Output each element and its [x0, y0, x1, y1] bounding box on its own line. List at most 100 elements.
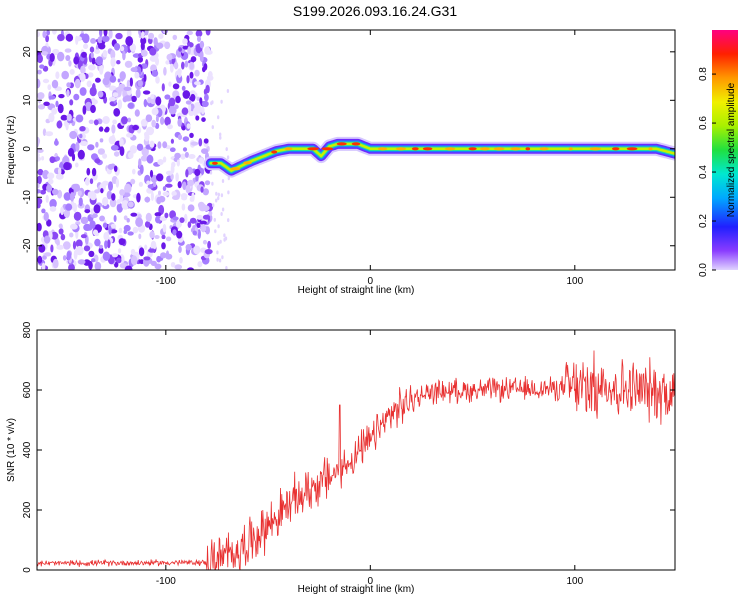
noise-blob [42, 255, 47, 260]
noise-blob [150, 94, 155, 100]
noise-blob-edge [215, 198, 218, 203]
noise-blob [57, 34, 65, 42]
noise-blob [121, 200, 129, 210]
noise-blob [37, 182, 40, 189]
spectrogram-noise-region [37, 30, 230, 270]
noise-blob [201, 106, 205, 115]
noise-blob [94, 49, 100, 54]
noise-blob [88, 64, 96, 71]
noise-blob [165, 60, 170, 65]
noise-blob [157, 159, 164, 166]
noise-blob [149, 47, 157, 56]
noise-blob [88, 119, 94, 125]
noise-blob [165, 183, 173, 188]
noise-blob [129, 77, 133, 87]
noise-blob [91, 153, 98, 161]
noise-blob [144, 133, 150, 142]
noise-blob [41, 262, 46, 270]
noise-blob-edge [209, 170, 213, 175]
noise-blob [55, 71, 60, 79]
y-tick-label: 0 [22, 567, 33, 573]
noise-blob [48, 112, 55, 123]
noise-blob [151, 107, 159, 116]
noise-blob [119, 138, 124, 148]
noise-blob [203, 138, 209, 144]
noise-blob [65, 122, 69, 131]
signal-hotspot [444, 147, 456, 151]
noise-blob [106, 190, 113, 200]
noise-blob [202, 66, 206, 73]
noise-blob [123, 192, 131, 198]
y-tick-label: 600 [22, 381, 33, 398]
noise-blob [201, 117, 206, 122]
x-tick-label: -100 [156, 276, 176, 287]
noise-blob [201, 148, 209, 155]
noise-blob [145, 114, 153, 122]
noise-blob-edge [214, 229, 217, 234]
noise-blob [75, 141, 80, 152]
noise-blob [177, 134, 183, 140]
noise-blob [196, 214, 203, 220]
noise-blob [37, 255, 43, 264]
noise-blob [98, 247, 104, 254]
noise-blob [51, 79, 59, 89]
noise-blob [73, 249, 78, 260]
noise-blob [182, 45, 190, 50]
noise-blob [187, 267, 194, 270]
noise-blob [148, 32, 155, 40]
noise-blob [69, 99, 74, 106]
noise-blob [84, 209, 91, 214]
noise-blob [122, 50, 126, 61]
noise-blob [204, 93, 209, 102]
spectrogram-y-ticks: -20 -10 0 10 20 [22, 46, 675, 253]
noise-blob [69, 130, 78, 140]
noise-blob [87, 144, 95, 151]
noise-blob [127, 117, 131, 123]
noise-blob [91, 57, 96, 65]
noise-blob [161, 234, 166, 240]
noise-blob-edge [217, 115, 220, 120]
noise-blob [154, 212, 162, 217]
noise-blob [89, 178, 94, 185]
noise-blob [201, 100, 209, 108]
noise-blob [204, 249, 213, 255]
noise-blob [208, 210, 213, 216]
noise-blob [148, 248, 156, 253]
noise-blob [141, 147, 149, 157]
noise-blob [65, 203, 73, 211]
noise-blob [172, 83, 180, 90]
noise-blob [73, 93, 80, 101]
noise-blob [164, 41, 171, 50]
noise-blob [184, 60, 189, 68]
spectrogram-x-ticks: -100 0 100 [156, 30, 584, 287]
noise-blob [119, 189, 125, 196]
noise-blob [170, 138, 174, 144]
signal-hotspot [212, 161, 218, 165]
signal-hotspot [395, 147, 407, 151]
noise-blob [117, 78, 121, 83]
noise-blob [155, 96, 162, 106]
spectrogram-signal-track [203, 136, 675, 178]
noise-blob [99, 64, 104, 75]
y-tick-label: 800 [22, 321, 33, 338]
noise-blob [170, 262, 176, 268]
x-tick-label: 0 [368, 576, 374, 587]
noise-blob [39, 64, 45, 69]
noise-blob [72, 240, 77, 250]
noise-blob [75, 162, 79, 168]
noise-blob [56, 120, 63, 129]
noise-blob [120, 46, 125, 52]
noise-blob [112, 92, 119, 98]
noise-blob [146, 154, 154, 164]
noise-blob [45, 194, 49, 203]
noise-blob [156, 42, 164, 49]
noise-blob [153, 37, 158, 46]
noise-blob [47, 178, 54, 185]
noise-blob [55, 100, 59, 108]
noise-blob [127, 102, 134, 109]
noise-blob [166, 250, 169, 257]
noise-blob [99, 215, 105, 222]
noise-blob [172, 34, 178, 41]
noise-blob [44, 252, 52, 257]
noise-blob [121, 116, 128, 125]
